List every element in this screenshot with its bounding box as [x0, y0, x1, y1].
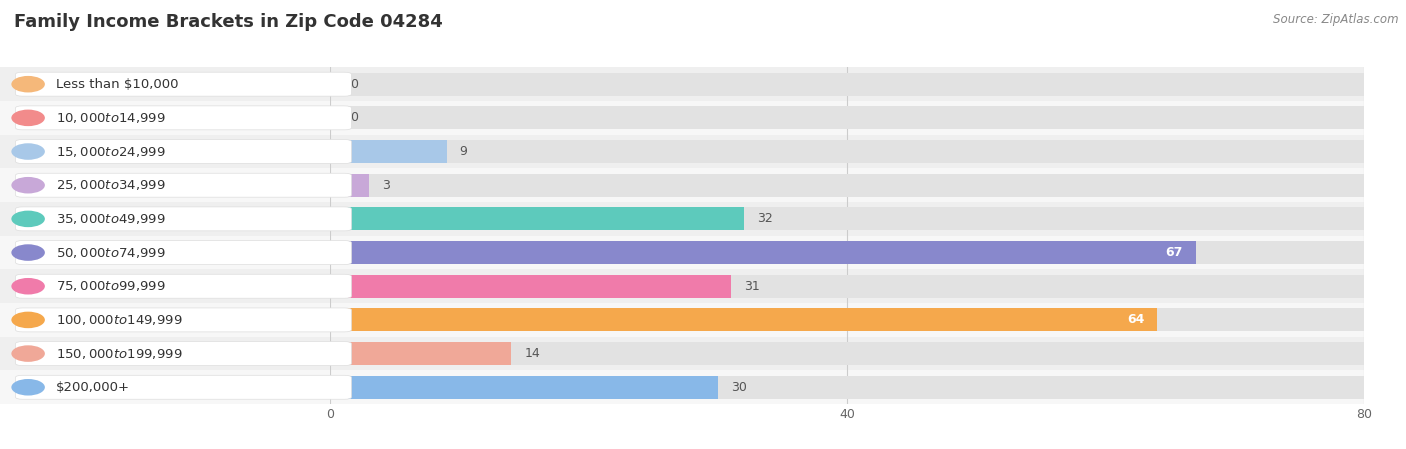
Bar [330, 376, 718, 399]
Text: Family Income Brackets in Zip Code 04284: Family Income Brackets in Zip Code 04284 [14, 13, 443, 31]
Text: 64: 64 [1126, 313, 1144, 326]
Text: 0: 0 [350, 78, 357, 91]
Bar [330, 207, 744, 230]
Bar [330, 174, 1364, 197]
Text: Source: ZipAtlas.com: Source: ZipAtlas.com [1274, 13, 1399, 26]
Bar [330, 342, 1364, 365]
FancyBboxPatch shape [330, 168, 1364, 202]
Bar [330, 342, 512, 365]
Text: 67: 67 [1166, 246, 1182, 259]
Text: $150,000 to $199,999: $150,000 to $199,999 [56, 347, 183, 361]
Bar [330, 308, 1364, 331]
Text: $25,000 to $34,999: $25,000 to $34,999 [56, 178, 166, 192]
Text: $10,000 to $14,999: $10,000 to $14,999 [56, 111, 166, 125]
Bar [330, 308, 1157, 331]
Bar [330, 106, 1364, 129]
FancyBboxPatch shape [330, 370, 1364, 404]
Bar [330, 275, 1364, 298]
Bar [330, 140, 447, 163]
Bar [330, 106, 335, 129]
FancyBboxPatch shape [330, 269, 1364, 303]
Text: $15,000 to $24,999: $15,000 to $24,999 [56, 145, 166, 158]
Text: 3: 3 [382, 179, 389, 192]
Text: 31: 31 [744, 280, 759, 293]
Text: $35,000 to $49,999: $35,000 to $49,999 [56, 212, 166, 226]
Text: 32: 32 [756, 212, 772, 225]
Bar [330, 376, 1364, 399]
FancyBboxPatch shape [330, 337, 1364, 370]
Bar [330, 73, 335, 96]
FancyBboxPatch shape [330, 202, 1364, 236]
FancyBboxPatch shape [330, 135, 1364, 168]
Bar [330, 241, 1197, 264]
Text: 14: 14 [524, 347, 540, 360]
Text: $100,000 to $149,999: $100,000 to $149,999 [56, 313, 183, 327]
Text: 0: 0 [350, 111, 357, 124]
Bar [330, 174, 370, 197]
FancyBboxPatch shape [330, 101, 1364, 135]
Text: $75,000 to $99,999: $75,000 to $99,999 [56, 279, 166, 293]
Text: $50,000 to $74,999: $50,000 to $74,999 [56, 246, 166, 260]
FancyBboxPatch shape [330, 303, 1364, 337]
FancyBboxPatch shape [330, 236, 1364, 269]
Bar [330, 73, 1364, 96]
FancyBboxPatch shape [330, 67, 1364, 101]
Text: Less than $10,000: Less than $10,000 [56, 78, 179, 91]
Text: $200,000+: $200,000+ [56, 381, 131, 394]
Text: 30: 30 [731, 381, 747, 394]
Bar [330, 140, 1364, 163]
Text: 9: 9 [460, 145, 467, 158]
Bar [330, 275, 731, 298]
Bar [330, 241, 1364, 264]
Bar [330, 207, 1364, 230]
